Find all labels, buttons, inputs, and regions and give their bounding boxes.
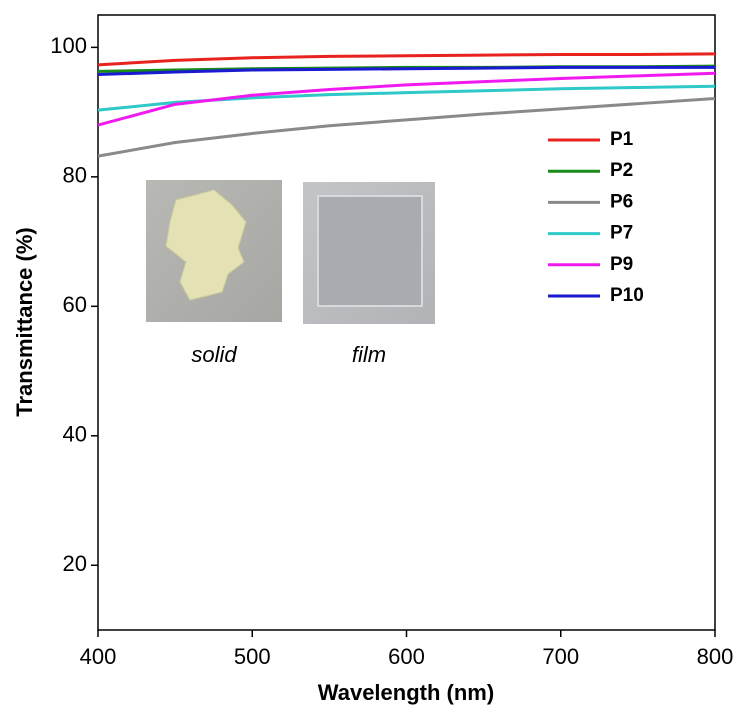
line-series [98, 54, 715, 65]
x-tick-label: 500 [234, 644, 271, 669]
y-axis-label: Transmittance (%) [12, 227, 37, 417]
y-tick-label: 20 [63, 551, 87, 576]
x-tick-label: 800 [697, 644, 734, 669]
y-tick-label: 80 [63, 163, 87, 188]
inset-caption: film [352, 342, 386, 367]
film-square [318, 196, 422, 306]
inset-caption: solid [191, 342, 237, 367]
y-tick-label: 100 [50, 33, 87, 58]
x-axis-label: Wavelength (nm) [318, 680, 494, 705]
legend-label: P6 [610, 191, 633, 212]
x-tick-label: 700 [542, 644, 579, 669]
legend-label: P2 [610, 160, 633, 181]
inset-photos [146, 180, 435, 324]
line-series [98, 73, 715, 125]
legend-label: P1 [610, 129, 634, 150]
y-tick-label: 60 [63, 292, 87, 317]
chart: solid film Wavelength (nm) Transmittance… [0, 0, 743, 710]
x-tick-label: 600 [388, 644, 425, 669]
x-tick-label: 400 [80, 644, 117, 669]
legend-label: P7 [610, 223, 633, 244]
line-series [98, 86, 715, 110]
legend-label: P10 [610, 285, 644, 306]
legend-label: P9 [610, 254, 633, 275]
y-tick-label: 40 [63, 422, 87, 447]
